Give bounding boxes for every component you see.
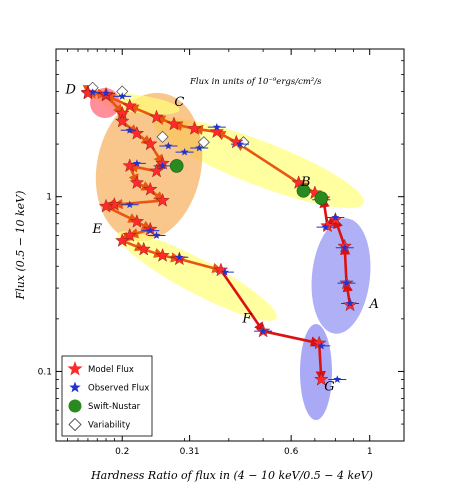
model-flux-point: [122, 158, 137, 173]
model-flux-point: [311, 335, 327, 350]
path-segment: [219, 269, 265, 333]
observed-flux-point: [180, 147, 189, 156]
model-flux-point: [187, 121, 202, 135]
observed-flux-point: [175, 253, 184, 261]
region-label-e: E: [91, 222, 102, 237]
model-flux-point: [149, 109, 164, 124]
region-labels-layer: D C B E F A G: [64, 82, 378, 394]
legend-marker-0: [67, 361, 83, 376]
x-axis-title: Hardness Ratio of flux in (4 − 10 keV/0.…: [90, 469, 373, 482]
observed-flux-point: [342, 278, 351, 287]
region-shape-ef: [117, 231, 277, 321]
observed-flux-point: [331, 213, 340, 221]
model-flux-point: [136, 241, 151, 256]
swift-nustar-point: [296, 184, 311, 198]
region-label-d: D: [64, 82, 76, 97]
observed-flux-point: [125, 200, 134, 209]
model-flux-point: [166, 116, 182, 131]
observed-flux-point: [146, 226, 155, 234]
x-tick-label: 0.31: [180, 447, 200, 457]
model-flux-point: [129, 125, 145, 140]
flux-units-annotation: Flux in units of 10⁻⁹ergs/cm²/s: [189, 77, 322, 87]
observed-flux-point: [333, 375, 342, 383]
observed-flux-point: [102, 89, 111, 97]
legend-items: Model Flux Observed Flux Swift-Nustar Varia…: [67, 361, 149, 432]
observed-flux-point: [158, 161, 167, 170]
model-flux-point: [209, 124, 225, 138]
y-axis-title: Flux (0.5 − 10 keV): [14, 191, 27, 301]
legend-marker-1: [69, 381, 81, 393]
model-flux-point: [129, 175, 145, 189]
model-flux-point: [129, 214, 145, 228]
path-segment: [112, 198, 163, 210]
model-flux-point: [98, 198, 114, 213]
model-flux-point: [107, 197, 122, 211]
swift-nustar-point: [314, 191, 329, 206]
ticks-layer: 0.2 0.31 0.6 1 0.1 1: [38, 49, 404, 457]
path-segment: [234, 141, 300, 184]
legend-marker-2: [68, 399, 82, 413]
y-tick-label: 0.1: [38, 367, 52, 377]
model-flux-point: [291, 175, 306, 189]
observed-flux-point: [259, 326, 268, 335]
x-tick-label: 0.6: [284, 447, 299, 457]
observed-flux-point: [125, 126, 134, 134]
observed-flux-point: [164, 141, 173, 150]
observed-flux-point: [321, 222, 330, 231]
observed-flux-point: [346, 299, 355, 307]
region-label-g: G: [324, 379, 334, 394]
legend-marker-3: [68, 417, 82, 432]
observed-flux-point: [235, 139, 244, 148]
markers-layer: [80, 81, 360, 386]
observed-flux-point: [220, 267, 229, 276]
observed-flux-point: [212, 122, 221, 131]
path-segment: [262, 329, 322, 347]
region-shape-g: [300, 324, 332, 420]
model-flux-point: [122, 98, 137, 113]
region-label-a: A: [369, 297, 379, 312]
legend-label-2: Swift-Nustar: [88, 402, 141, 412]
model-flux-point: [155, 248, 170, 262]
x-tick-label: 1: [367, 447, 373, 457]
legend-label-0: Model Flux: [88, 365, 134, 375]
model-flux-point: [143, 181, 158, 196]
legend-label-1: Observed Flux: [88, 384, 149, 394]
model-flux-point: [143, 136, 158, 151]
observed-flux-point: [340, 243, 349, 252]
observed-flux-point: [132, 159, 141, 167]
model-flux-point: [115, 113, 130, 128]
region-label-b: B: [300, 175, 311, 190]
model-flux-point: [213, 262, 229, 277]
model-flux-point: [229, 134, 244, 149]
observed-flux-point: [195, 143, 204, 152]
model-flux-point: [115, 233, 130, 247]
y-tick-label: 1: [46, 193, 52, 203]
region-label-c: C: [174, 95, 184, 110]
path-segment: [179, 257, 223, 273]
model-flux-point: [314, 371, 329, 386]
x-tick-label: 0.2: [115, 447, 129, 457]
region-shape-a: [311, 218, 371, 334]
swift-nustar-point: [169, 159, 184, 173]
legend: Model Flux Observed Flux Swift-Nustar Varia…: [61, 355, 153, 437]
observed-flux-point: [118, 92, 127, 100]
model-flux-point: [320, 218, 335, 233]
model-flux-point: [155, 192, 170, 207]
model-flux-point: [122, 227, 137, 242]
plot-frame: [55, 48, 405, 442]
variability-point: [156, 130, 169, 143]
observed-flux-point: [88, 88, 97, 96]
legend-label-3: Variability: [88, 421, 130, 431]
observed-flux-point: [317, 341, 326, 350]
region-label-f: F: [241, 312, 252, 327]
model-flux-point: [149, 163, 164, 178]
observed-flux-point: [152, 231, 161, 239]
